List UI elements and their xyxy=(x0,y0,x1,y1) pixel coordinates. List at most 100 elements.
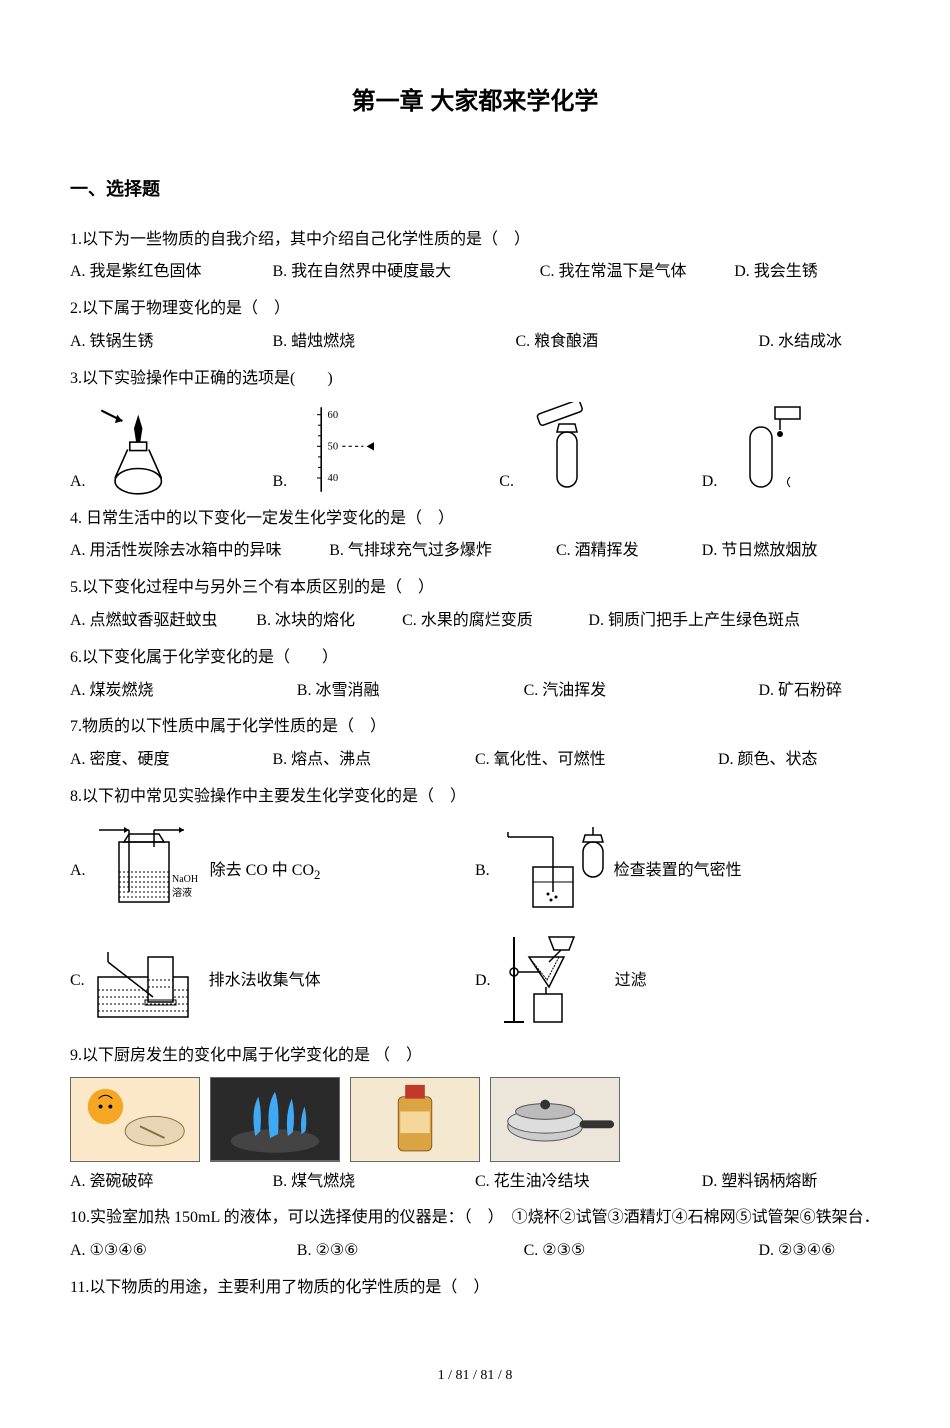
q8-a-caption: 除去 CO 中 CO2 xyxy=(210,857,321,887)
q10-opt-b: B. ②③⑥ xyxy=(297,1237,524,1266)
svg-text:40: 40 xyxy=(328,473,339,484)
q8-opt-d: D. 过滤 xyxy=(475,932,880,1032)
question-9: 9.以下厨房发生的变化中属于化学变化的是 （ ） A. 瓷碗破碎 B. 煤气燃烧… xyxy=(70,1042,880,1197)
q4-num: 4 xyxy=(70,510,78,527)
q7-opt-a: A. 密度、硬度 xyxy=(70,746,273,775)
q9-num: 9 xyxy=(70,1047,78,1064)
q8-opt-a: A. NaOH溶液 除去 CO 中 CO2 xyxy=(70,822,475,922)
q7-stem: 物质的以下性质中属于化学性质的是（ ） xyxy=(82,718,386,735)
airtight-check-icon xyxy=(498,822,608,922)
gas-washing-icon: NaOH溶液 xyxy=(94,822,204,922)
q10-options: A. ①③④⑥ B. ②③⑥ C. ②③⑤ D. ②③④⑥ xyxy=(70,1237,880,1266)
q8-d-caption: 过滤 xyxy=(615,967,647,996)
svg-text:60: 60 xyxy=(328,409,339,420)
q2-opt-d: D. 水结成冰 xyxy=(759,328,881,357)
gas-flame-icon xyxy=(210,1077,340,1162)
q5-opt-b: B. 冰块的熔化 xyxy=(256,607,402,636)
question-2: 2.以下属于物理变化的是（ ） A. 铁锅生锈 B. 蜡烛燃烧 C. 粮食酿酒 … xyxy=(70,295,880,357)
q3-opt-c: C. xyxy=(499,402,702,497)
q6-opt-d: D. 矿石粉碎 xyxy=(758,677,880,706)
q8-b-letter: B. xyxy=(475,857,490,886)
q6-stem: 以下变化属于化学变化的是（ ） xyxy=(82,649,338,666)
q8-stem: 以下初中常见实验操作中主要发生化学变化的是（ ） xyxy=(82,788,466,805)
q2-options: A. 铁锅生锈 B. 蜡烛燃烧 C. 粮食酿酒 D. 水结成冰 xyxy=(70,328,880,357)
page-footer: 1 / 81 / 81 / 8 xyxy=(70,1363,880,1388)
q3-c-letter: C. xyxy=(499,468,514,497)
q8-c-caption: 排水法收集气体 xyxy=(209,967,321,996)
q8-opt-c: C. 排水法收集气体 xyxy=(70,932,475,1032)
q4-options: A. 用活性炭除去冰箱中的异味 B. 气排球充气过多爆炸 C. 酒精挥发 D. … xyxy=(70,537,880,566)
q8-c-letter: C. xyxy=(70,967,85,996)
q8-d-letter: D. xyxy=(475,967,491,996)
q1-opt-a: A. 我是紫红色固体 xyxy=(70,258,273,287)
q8-a-letter: A. xyxy=(70,857,86,886)
q11-num: 11 xyxy=(70,1279,85,1296)
q5-opt-c: C. 水果的腐烂变质 xyxy=(402,607,588,636)
q11-stem: 以下物质的用途，主要利用了物质的化学性质的是（ ） xyxy=(89,1279,489,1296)
question-5: 5.以下变化过程中与另外三个有本质区别的是（ ） A. 点燃蚊香驱赶蚊虫 B. … xyxy=(70,574,880,636)
q1-options: A. 我是紫红色固体 B. 我在自然界中硬度最大 C. 我在常温下是气体 D. … xyxy=(70,258,880,287)
q6-opt-b: B. 冰雪消融 xyxy=(297,677,524,706)
q1-opt-b: B. 我在自然界中硬度最大 xyxy=(273,258,540,287)
svg-text:50: 50 xyxy=(328,441,339,452)
q3-num: 3 xyxy=(70,370,78,387)
q5-stem: 以下变化过程中与另外三个有本质区别的是（ ） xyxy=(82,579,434,596)
q5-options: A. 点燃蚊香驱赶蚊虫 B. 冰块的熔化 C. 水果的腐烂变质 D. 铜质门把手… xyxy=(70,607,880,636)
q3-a-letter: A. xyxy=(70,468,86,497)
q7-num: 7 xyxy=(70,718,78,735)
q7-options: A. 密度、硬度 B. 熔点、沸点 C. 氧化性、可燃性 D. 颜色、状态 xyxy=(70,746,880,775)
cylinder-reading-icon: 60 50 40 xyxy=(295,402,385,497)
question-8: 8.以下初中常见实验操作中主要发生化学变化的是（ ） A. NaOH溶液 除去 … xyxy=(70,783,880,1032)
q3-stem: 以下实验操作中正确的选项是( ) xyxy=(82,370,333,387)
oil-bottle-icon xyxy=(350,1077,480,1162)
q7-opt-b: B. 熔点、沸点 xyxy=(273,746,476,775)
q6-opt-a: A. 煤炭燃烧 xyxy=(70,677,297,706)
q6-options: A. 煤炭燃烧 B. 冰雪消融 C. 汽油挥发 D. 矿石粉碎 xyxy=(70,677,880,706)
question-7: 7.物质的以下性质中属于化学性质的是（ ） A. 密度、硬度 B. 熔点、沸点 … xyxy=(70,713,880,775)
stopper-tube-icon xyxy=(522,402,612,497)
question-10: 10.实验室加热 150mL 的液体，可以选择使用的仪器是：（ ） ①烧杯②试管… xyxy=(70,1204,880,1266)
q4-opt-c: C. 酒精挥发 xyxy=(556,537,702,566)
q3-opt-b: B. 605040 xyxy=(273,402,500,497)
q4-opt-b: B. 气排球充气过多爆炸 xyxy=(329,537,556,566)
q2-num: 2 xyxy=(70,300,78,317)
question-11: 11.以下物质的用途，主要利用了物质的化学性质的是（ ） xyxy=(70,1274,880,1303)
q8-row1: A. NaOH溶液 除去 CO 中 CO2 B. 检查装置的气密性 xyxy=(70,822,880,922)
q7-opt-d: D. 颜色、状态 xyxy=(718,746,880,775)
question-3: 3.以下实验操作中正确的选项是( ) A. B. 605040 C. D. xyxy=(70,365,880,497)
q8-b-caption: 检查装置的气密性 xyxy=(614,857,742,886)
alcohol-lamp-icon xyxy=(94,402,184,497)
q10-opt-d: D. ②③④⑥ xyxy=(758,1237,880,1266)
q10-num: 10 xyxy=(70,1209,86,1226)
q2-stem: 以下属于物理变化的是（ ） xyxy=(82,300,290,317)
q5-opt-a: A. 点燃蚊香驱赶蚊虫 xyxy=(70,607,256,636)
q4-opt-a: A. 用活性炭除去冰箱中的异味 xyxy=(70,537,329,566)
q8-opt-b: B. 检查装置的气密性 xyxy=(475,822,880,922)
q2-opt-b: B. 蜡烛燃烧 xyxy=(273,328,516,357)
question-6: 6.以下变化属于化学变化的是（ ） A. 煤炭燃烧 B. 冰雪消融 C. 汽油挥… xyxy=(70,644,880,706)
q10-opt-a: A. ①③④⑥ xyxy=(70,1237,297,1266)
q9-stem: 以下厨房发生的变化中属于化学变化的是 （ ） xyxy=(82,1047,422,1064)
q8-num: 8 xyxy=(70,788,78,805)
broken-bowl-icon xyxy=(70,1077,200,1162)
water-displacement-icon xyxy=(93,932,203,1032)
q3-d-letter: D. xyxy=(702,468,718,497)
q1-opt-d: D. 我会生锈 xyxy=(734,258,880,287)
svg-text:溶液: 溶液 xyxy=(172,886,192,899)
dropper-tube-icon xyxy=(725,402,815,497)
q8-naoh-label: NaOH xyxy=(172,874,198,885)
q6-num: 6 xyxy=(70,649,78,666)
q1-opt-c: C. 我在常温下是气体 xyxy=(540,258,734,287)
q8-row2: C. 排水法收集气体 D. 过滤 xyxy=(70,932,880,1032)
q3-image-options: A. B. 605040 C. D. xyxy=(70,402,880,497)
q4-stem: 日常生活中的以下变化一定发生化学变化的是（ ） xyxy=(86,510,454,527)
q1-text: 以下为一些物质的自我介绍，其中介绍自己化学性质的是（ ） xyxy=(82,231,530,248)
question-1: 1.以下为一些物质的自我介绍，其中介绍自己化学性质的是（ ） A. 我是紫红色固… xyxy=(70,226,880,288)
pot-handle-icon xyxy=(490,1077,620,1162)
section-header: 一、选择题 xyxy=(70,173,880,205)
q2-opt-c: C. 粮食酿酒 xyxy=(516,328,759,357)
page-title: 第一章 大家都来学化学 xyxy=(70,80,880,123)
q7-opt-c: C. 氧化性、可燃性 xyxy=(475,746,718,775)
q9-images xyxy=(70,1077,880,1162)
q3-opt-a: A. xyxy=(70,402,273,497)
